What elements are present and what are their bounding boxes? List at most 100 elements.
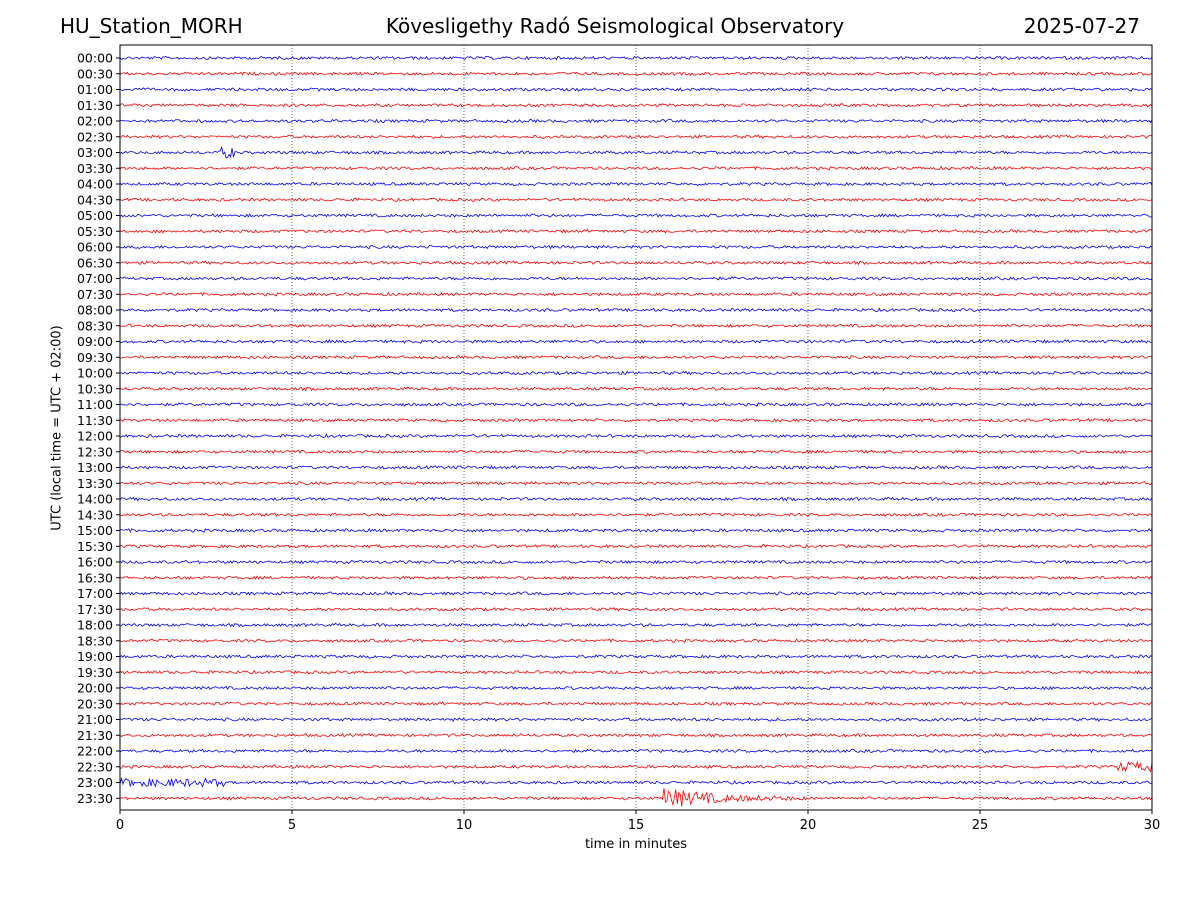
seismic-trace-2030 <box>119 701 1153 706</box>
seismic-trace-0200 <box>119 118 1153 124</box>
seismic-trace-0130 <box>119 102 1153 108</box>
seismic-trace-1230 <box>119 449 1153 455</box>
seismic-trace-1900 <box>119 654 1153 659</box>
seismic-trace-1830 <box>119 638 1153 644</box>
seismic-trace-1700 <box>119 591 1153 596</box>
x-tick-label: 10 <box>456 818 473 833</box>
y-tick-label: 07:00 <box>77 271 113 286</box>
seismic-trace-1100 <box>119 402 1153 407</box>
seismic-trace-0800 <box>119 307 1153 313</box>
y-tick-label: 13:00 <box>77 460 113 475</box>
seismic-trace-1130 <box>119 417 1153 423</box>
y-tick-label: 14:30 <box>77 507 113 522</box>
seismic-trace-0330 <box>119 165 1153 171</box>
seismic-trace-0100 <box>119 87 1153 92</box>
y-tick-label: 19:00 <box>77 649 113 664</box>
y-tick-label: 05:30 <box>77 224 113 239</box>
y-tick-label: 16:00 <box>77 555 113 570</box>
y-tick-label: 03:00 <box>77 145 113 160</box>
seismic-trace-2130 <box>119 733 1152 738</box>
y-tick-label: 09:30 <box>77 350 113 365</box>
y-tick-label: 21:30 <box>77 728 113 743</box>
y-tick-label: 00:30 <box>77 66 113 81</box>
y-tick-label: 01:30 <box>77 98 113 113</box>
x-axis-label: time in minutes <box>584 837 688 852</box>
seismic-trace-1430 <box>119 512 1153 517</box>
seismic-trace-0630 <box>119 260 1153 266</box>
y-tick-label: 18:30 <box>77 633 113 648</box>
seismic-trace-1600 <box>119 559 1153 565</box>
seismic-trace-0600 <box>119 244 1153 250</box>
seismic-trace-0900 <box>119 339 1153 344</box>
seismic-trace-2100 <box>119 717 1153 722</box>
y-tick-label: 15:00 <box>77 523 113 538</box>
y-tick-label: 12:30 <box>77 444 113 459</box>
seismic-trace-1330 <box>119 480 1153 486</box>
seismic-trace-0000 <box>119 55 1153 61</box>
seismic-trace-0400 <box>119 181 1153 187</box>
y-tick-label: 13:30 <box>77 476 113 491</box>
seismic-trace-1800 <box>119 622 1153 628</box>
y-tick-label: 02:00 <box>77 114 113 129</box>
y-tick-label: 16:30 <box>77 570 113 585</box>
y-tick-label: 11:00 <box>77 397 113 412</box>
grid-layer <box>291 45 981 810</box>
y-tick-label: 06:00 <box>77 240 113 255</box>
y-tick-label: 04:30 <box>77 192 113 207</box>
x-tick-label: 5 <box>288 818 296 833</box>
y-tick-label: 23:00 <box>77 775 113 790</box>
seismic-trace-1300 <box>119 465 1153 470</box>
tick-layer: 0 5 10 15 20 25 30 00:0000:3001:0001:3002:0002:… <box>77 51 1160 834</box>
seismic-trace-2000 <box>119 685 1153 691</box>
x-tick-label: 15 <box>628 818 645 833</box>
y-tick-label: 18:00 <box>77 618 113 633</box>
seismic-trace-0430 <box>119 197 1153 203</box>
y-tick-label: 05:00 <box>77 208 113 223</box>
y-tick-label: 22:00 <box>77 744 113 759</box>
seismic-trace-1000 <box>119 370 1153 376</box>
y-tick-label: 20:00 <box>77 681 113 696</box>
y-tick-label: 01:00 <box>77 82 113 97</box>
seismic-trace-2230 <box>120 760 1153 773</box>
seismic-trace-0730 <box>119 291 1153 297</box>
seismic-trace-0500 <box>119 213 1153 218</box>
y-tick-label: 11:30 <box>77 413 113 428</box>
seismic-trace-2330 <box>119 788 1153 807</box>
y-tick-label: 04:00 <box>77 177 113 192</box>
x-tick-label: 25 <box>972 818 989 833</box>
x-tick-label: 30 <box>1144 818 1161 833</box>
seismic-trace-0530 <box>119 228 1153 234</box>
y-tick-label: 08:00 <box>77 303 113 318</box>
seismic-trace-0930 <box>119 354 1153 360</box>
seismic-trace-1630 <box>119 575 1153 581</box>
y-tick-label: 21:00 <box>77 712 113 727</box>
y-tick-label: 03:30 <box>77 161 113 176</box>
seismic-trace-1930 <box>119 669 1153 675</box>
seismic-trace-0230 <box>119 134 1153 140</box>
y-tick-label: 15:30 <box>77 539 113 554</box>
seismic-trace-1500 <box>120 528 1153 533</box>
x-tick-label: 20 <box>800 818 817 833</box>
x-tick-label: 0 <box>116 818 124 833</box>
station-name: HU_Station_MORH <box>60 14 243 38</box>
y-tick-label: 10:30 <box>77 381 113 396</box>
seismic-trace-2300 <box>119 776 1153 788</box>
seismic-trace-1730 <box>119 607 1153 612</box>
y-tick-label: 10:00 <box>77 366 113 381</box>
trace-layer <box>119 55 1153 807</box>
y-axis-label: UTC (local time = UTC + 02:00) <box>49 325 65 531</box>
seismic-trace-2200 <box>119 748 1153 754</box>
y-tick-label: 08:30 <box>77 318 113 333</box>
y-tick-label: 20:30 <box>77 696 113 711</box>
seismic-trace-1200 <box>119 433 1153 439</box>
y-tick-label: 00:00 <box>77 51 113 66</box>
y-tick-label: 23:30 <box>77 791 113 806</box>
y-tick-label: 09:00 <box>77 334 113 349</box>
seismic-trace-1400 <box>119 496 1153 502</box>
y-tick-label: 14:00 <box>77 492 113 507</box>
date-label: 2025-07-27 <box>1023 14 1140 38</box>
seismic-trace-0030 <box>119 71 1153 76</box>
seismic-trace-0830 <box>119 323 1153 329</box>
y-tick-label: 02:30 <box>77 129 113 144</box>
